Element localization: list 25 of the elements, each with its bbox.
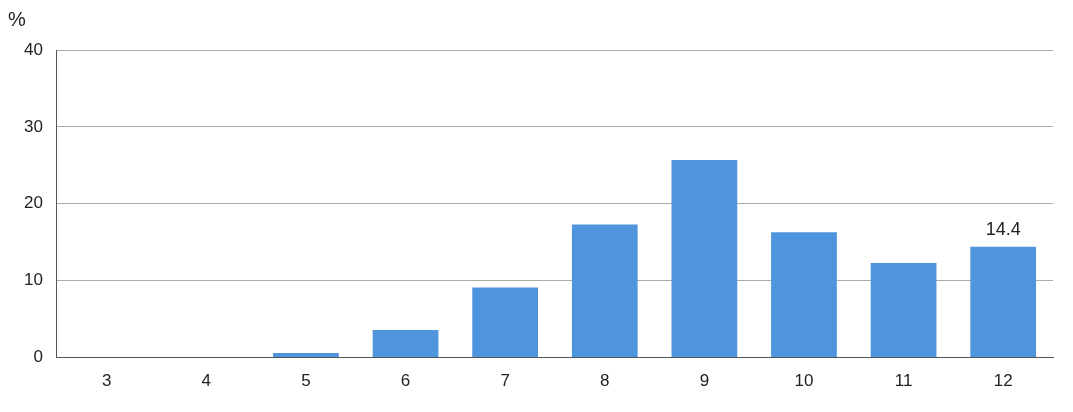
y-tick-label: 0 — [33, 347, 43, 367]
x-tick-label: 4 — [201, 371, 212, 391]
y-tick-label: 40 — [23, 39, 43, 59]
x-tick-label: 3 — [101, 371, 112, 391]
x-tick-label: 5 — [301, 371, 311, 391]
x-tick-label: 12 — [993, 371, 1013, 391]
y-tick-label: 20 — [23, 193, 43, 213]
bar — [472, 287, 539, 358]
x-tick-label: 9 — [699, 371, 710, 391]
bar — [273, 352, 339, 358]
bar — [671, 159, 738, 358]
bar — [372, 329, 439, 358]
y-axis-title: % — [8, 8, 26, 31]
x-tick-label: 11 — [894, 371, 913, 391]
x-tick-label: 8 — [600, 371, 610, 391]
bar — [970, 246, 1037, 358]
data-label: 14.4 — [985, 218, 1021, 239]
x-tick-label: 6 — [400, 371, 411, 391]
x-tick-label: 7 — [500, 371, 510, 391]
x-tick-label: 10 — [794, 371, 814, 391]
bar — [571, 224, 638, 358]
y-tick-label: 30 — [23, 116, 43, 136]
bar — [870, 263, 937, 358]
bar — [771, 232, 837, 358]
y-tick-label: 10 — [23, 270, 43, 290]
